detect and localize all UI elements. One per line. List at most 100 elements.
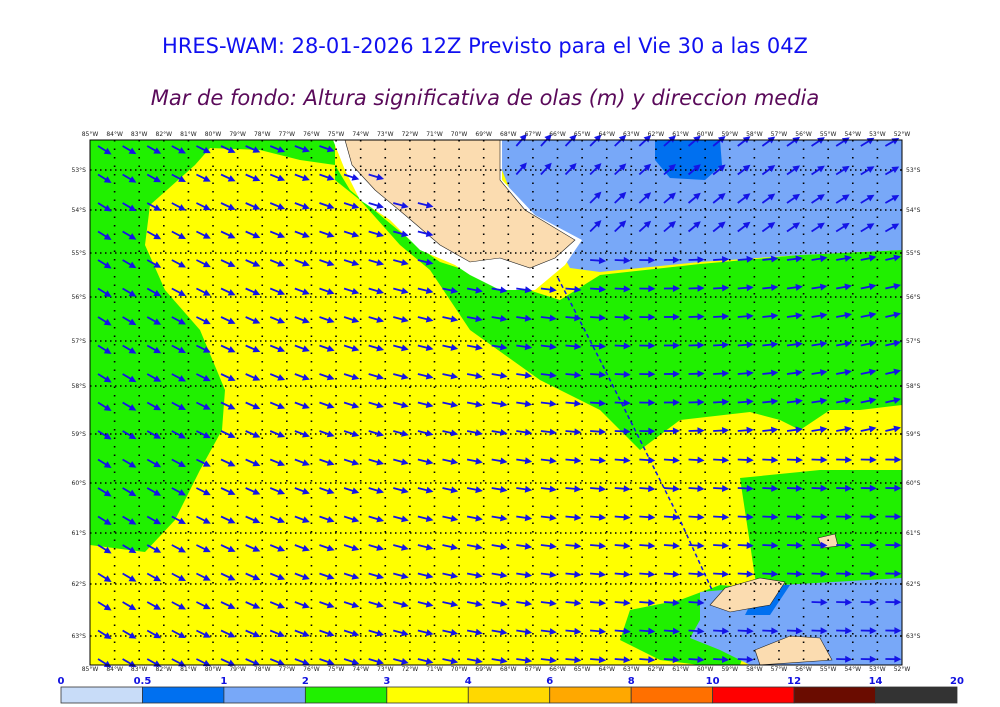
wave-arrow-head: [648, 599, 656, 607]
wave-arrow-head: [648, 370, 656, 378]
wave-arrow: [663, 135, 676, 147]
colorbar-label: 0.5: [134, 676, 152, 687]
wave-arrow-head: [376, 458, 385, 466]
wave-arrow-head: [103, 176, 112, 183]
wave-arrow: [171, 373, 186, 382]
wave-arrow: [97, 259, 112, 269]
wave-arrow-head: [569, 162, 577, 171]
wave-arrow-head: [227, 403, 236, 410]
wave-arrow-head: [326, 573, 335, 580]
wave-arrow: [565, 599, 582, 607]
wave-arrow: [590, 456, 607, 464]
wave-arrow: [146, 230, 162, 240]
wave-arrow: [589, 163, 602, 176]
wave-arrow: [146, 629, 162, 639]
wave-arrow-head: [693, 135, 701, 143]
wave-arrow: [663, 427, 680, 435]
wave-arrow: [589, 134, 602, 147]
wave-arrow: [442, 600, 459, 608]
wave-arrow-head: [618, 163, 627, 171]
wave-arrow: [122, 572, 137, 582]
wave-arrow: [713, 627, 730, 635]
wave-arrow: [491, 343, 508, 351]
wave-arrow: [688, 427, 705, 435]
wave-arrow: [885, 655, 902, 663]
wave-arrow-head: [351, 202, 360, 210]
wave-arrow: [196, 344, 211, 353]
wave-arrow: [269, 145, 286, 153]
wave-arrow-head: [277, 659, 286, 666]
lon-label: 81°W: [180, 666, 197, 673]
wave-arrow: [565, 570, 582, 578]
wave-arrow: [860, 425, 877, 433]
wave-arrow: [565, 428, 582, 436]
wave-arrow-head: [693, 164, 701, 172]
wave-arrow-head: [648, 485, 656, 493]
wave-arrow-head: [524, 371, 533, 379]
wave-arrow-head: [648, 427, 656, 435]
wave-arrow: [885, 570, 902, 578]
wave-arrow: [220, 601, 236, 609]
wave-arrow-head: [376, 401, 385, 409]
wave-arrow-head: [841, 165, 850, 173]
wave-arrow: [860, 254, 877, 262]
wave-arrow-head: [103, 204, 112, 212]
wave-arrow: [836, 397, 852, 405]
wave-arrow: [786, 193, 801, 204]
wave-arrow: [638, 192, 652, 204]
wave-arrow: [343, 230, 360, 238]
field-green-east: [620, 470, 902, 665]
wave-arrow: [564, 162, 577, 176]
wave-arrow-head: [277, 602, 286, 609]
wave-arrow: [491, 457, 508, 465]
wave-arrow-head: [153, 574, 162, 582]
wave-arrow-head: [401, 600, 409, 608]
wave-arrow: [786, 165, 801, 176]
wave-arrow: [368, 373, 385, 380]
wave-arrow-head: [277, 260, 286, 267]
wave-arrow-head: [376, 572, 385, 580]
lon-label: 68°W: [500, 131, 517, 138]
wave-arrow-head: [425, 201, 434, 209]
wave-arrow-head: [499, 486, 508, 493]
wave-arrow-head: [697, 456, 705, 464]
wave-arrow: [590, 428, 607, 436]
wave-arrow: [319, 401, 335, 409]
wave-arrow: [319, 344, 335, 352]
wave-arrow-head: [819, 340, 828, 348]
wave-arrow: [122, 515, 137, 525]
wave-arrow: [737, 484, 754, 492]
wave-arrow: [663, 456, 680, 464]
wave-arrow: [516, 485, 533, 493]
wave-arrow-head: [893, 368, 901, 376]
wave-arrow-head: [668, 192, 676, 200]
colorbar: 0 0.5 1 2 3 4 6 8 10 12 14 20: [58, 676, 964, 704]
wave-arrow: [245, 629, 261, 638]
wave-arrow: [417, 344, 434, 352]
wave-arrow: [639, 513, 656, 521]
wave-arrow-head: [252, 545, 261, 552]
wave-arrow-head: [795, 426, 803, 434]
wave-arrow: [590, 314, 607, 322]
wave-arrow: [516, 628, 533, 636]
wave-arrow-head: [618, 134, 627, 143]
wave-arrow: [146, 373, 162, 382]
wave-arrow: [663, 599, 680, 607]
wave-arrow-head: [894, 513, 902, 521]
wave-arrow: [343, 202, 360, 210]
wave-arrow-head: [746, 369, 754, 377]
lon-label: 60°W: [697, 666, 714, 673]
wave-arrow-head: [841, 194, 850, 202]
wave-arrow-head: [178, 261, 186, 268]
wave-arrow-head: [618, 191, 627, 200]
chart-subtitle: Mar de fondo: Altura significativa de ol…: [150, 86, 820, 110]
lon-label: 55°W: [820, 131, 837, 138]
wave-arrow-head: [153, 318, 162, 325]
wave-arrow: [638, 220, 652, 233]
wave-arrow: [737, 456, 754, 464]
wave-arrow-head: [672, 513, 680, 521]
wave-arrow: [146, 259, 162, 268]
wave-arrow-head: [841, 222, 850, 230]
wave-arrow-head: [450, 457, 459, 465]
lon-label: 80°W: [205, 666, 222, 673]
